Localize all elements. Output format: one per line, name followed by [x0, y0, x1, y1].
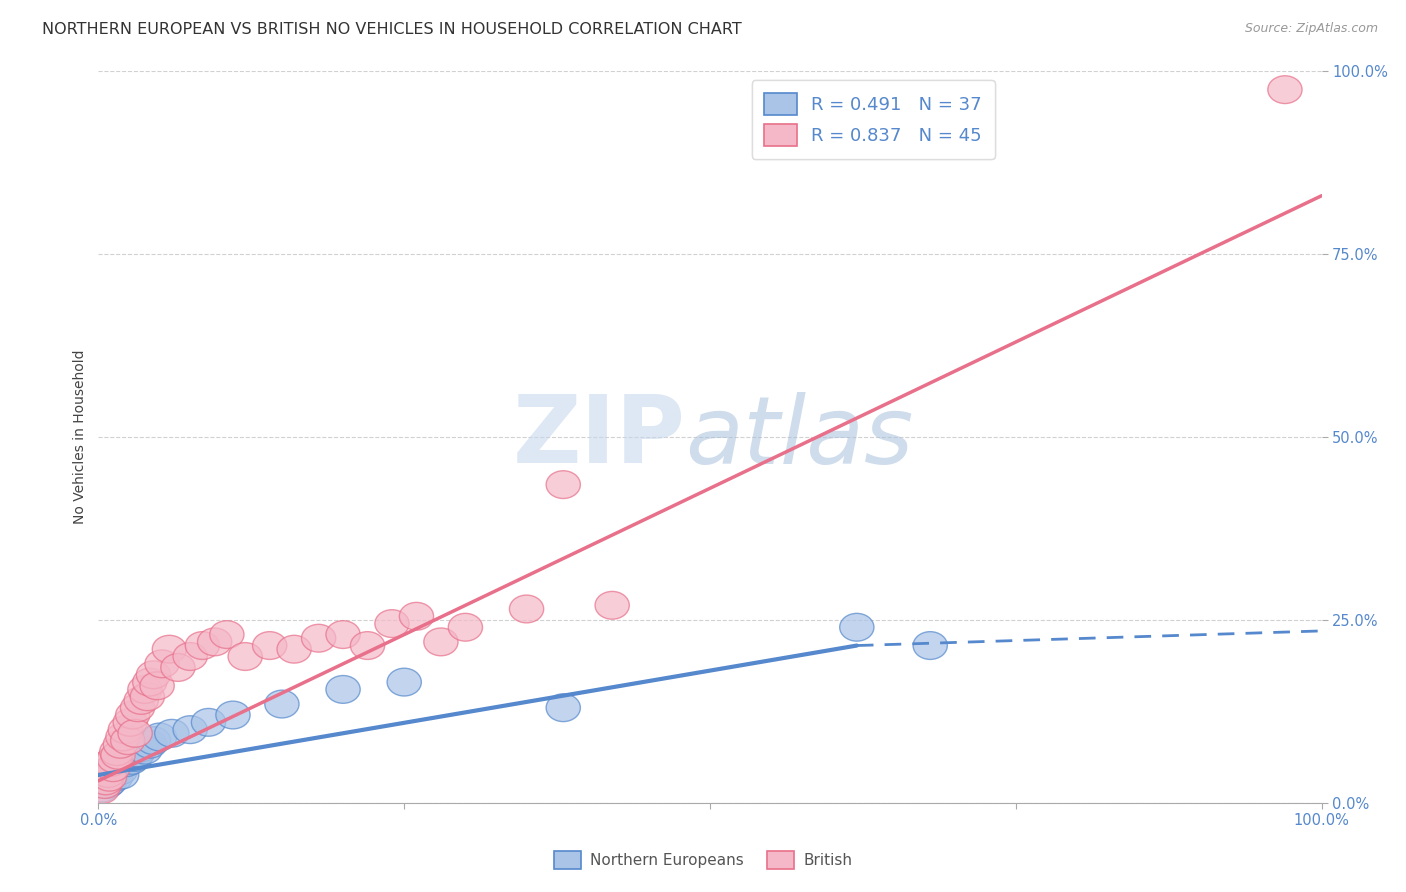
Legend: Northern Europeans, British: Northern Europeans, British: [547, 845, 859, 875]
Y-axis label: No Vehicles in Household: No Vehicles in Household: [73, 350, 87, 524]
Text: NORTHERN EUROPEAN VS BRITISH NO VEHICLES IN HOUSEHOLD CORRELATION CHART: NORTHERN EUROPEAN VS BRITISH NO VEHICLES…: [42, 22, 742, 37]
Text: Source: ZipAtlas.com: Source: ZipAtlas.com: [1244, 22, 1378, 36]
Text: atlas: atlas: [686, 392, 914, 483]
Text: ZIP: ZIP: [513, 391, 686, 483]
Legend: R = 0.491   N = 37, R = 0.837   N = 45: R = 0.491 N = 37, R = 0.837 N = 45: [752, 80, 994, 159]
